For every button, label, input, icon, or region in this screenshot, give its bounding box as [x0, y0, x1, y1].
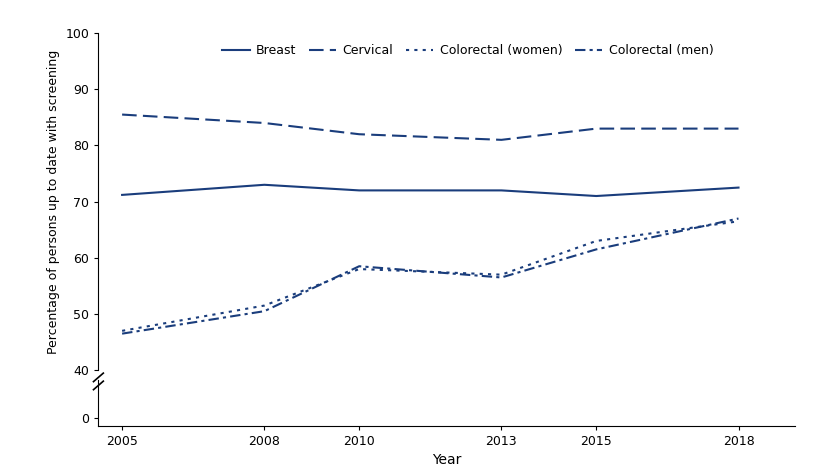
Y-axis label: Percentage of persons up to date with screening: Percentage of persons up to date with sc… [47, 50, 60, 354]
Legend: Breast, Cervical, Colorectal (women), Colorectal (men): Breast, Cervical, Colorectal (women), Co… [217, 39, 717, 62]
X-axis label: Year: Year [432, 453, 461, 467]
